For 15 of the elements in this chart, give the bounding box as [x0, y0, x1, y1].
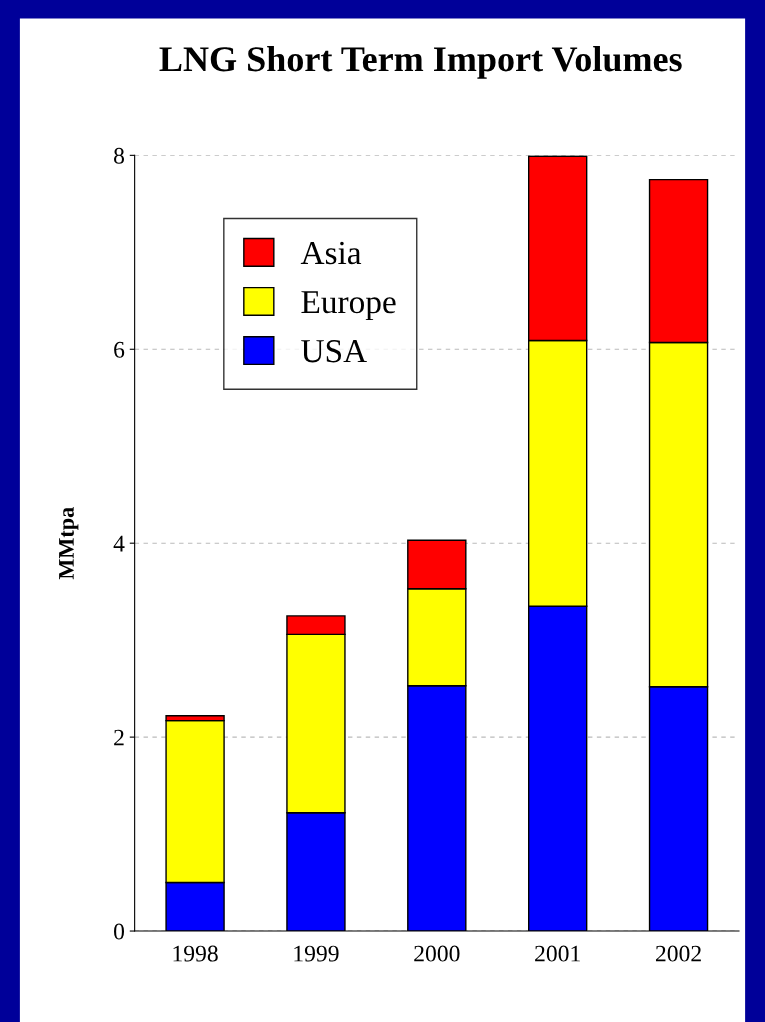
y-tick-label: 2 — [114, 729, 124, 746]
x-tick-label: 2002 — [655, 945, 701, 962]
y-axis-title: MMtpa — [59, 507, 79, 580]
y-tick-label: 4 — [113, 535, 125, 552]
y-tick-label: 8 — [114, 147, 125, 164]
x-tick-label: 1999 — [294, 945, 339, 962]
chart-title: LNG Short Term Import Volumes — [159, 45, 682, 79]
y-tick-label: 6 — [114, 341, 125, 358]
x-tick-label: 2000 — [414, 945, 460, 962]
legend-label: Asia — [300, 241, 362, 265]
y-tick-label: 0 — [114, 923, 125, 940]
x-tick-label: 2001 — [535, 945, 580, 962]
legend-label: USA — [301, 340, 367, 363]
legend-label: Europe — [301, 291, 396, 321]
x-tick-label: 1998 — [173, 945, 218, 962]
